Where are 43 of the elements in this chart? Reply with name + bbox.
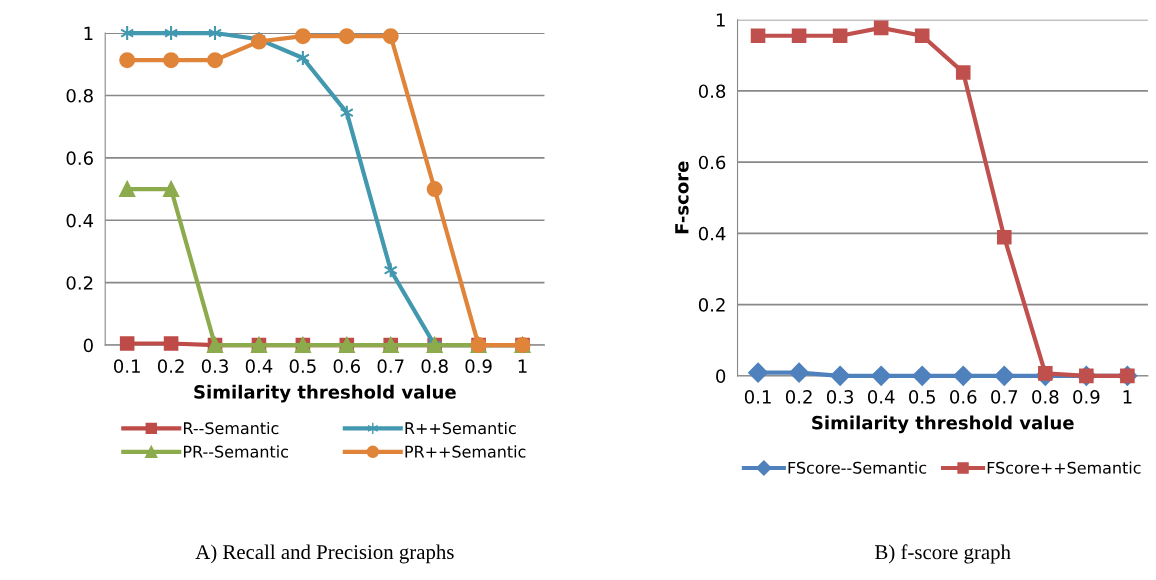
x-tick-label: 0.6 <box>950 390 977 404</box>
y-axis-title: F-score <box>675 161 689 234</box>
y-tick-label: 1 <box>84 26 93 40</box>
y-tick-label: 1 <box>716 13 725 27</box>
text: A) Recall and Precision graphs <box>195 544 454 564</box>
x-tick-label: 0.6 <box>333 359 361 373</box>
x-tick-label: 0.5 <box>289 359 316 373</box>
x-tick-label: 0.3 <box>826 390 854 404</box>
y-tick-label: 0 <box>83 338 93 353</box>
x-axis-title: Similarity threshold value <box>812 415 1074 434</box>
x-tick-label: 0.7 <box>377 359 404 373</box>
x-tick-label: 0.8 <box>421 359 448 373</box>
y-tick-label: 0.6 <box>66 151 93 165</box>
y-tick-label: 0.2 <box>698 298 725 312</box>
x-tick-label: 0.5 <box>909 390 935 404</box>
y-tick-label: 0.2 <box>66 276 93 290</box>
x-tick-label: 0.7 <box>991 390 1018 404</box>
legend-label: R--Semantic <box>183 421 279 435</box>
legend-label: FScore--Semantic <box>788 461 927 474</box>
x-tick-label: 1 <box>518 359 527 373</box>
legend-label: PR++Semantic <box>405 445 526 458</box>
text: B) f-score graph <box>875 544 1011 564</box>
legend-label: R++Semantic <box>405 421 516 435</box>
x-tick-label: 0.9 <box>1073 390 1100 404</box>
y-tick-label: 0.8 <box>698 84 726 99</box>
x-axis-title: Similarity threshold value <box>194 384 456 403</box>
x-tick-label: 0.2 <box>157 359 184 373</box>
legend-label: PR--Semantic <box>183 445 288 458</box>
x-tick-label: 0.2 <box>785 390 812 404</box>
x-tick-label: 0.4 <box>245 359 273 373</box>
x-tick-label: 0.9 <box>465 359 492 373</box>
y-tick-label: 0 <box>716 369 726 383</box>
y-tick-label: 0.8 <box>66 88 93 103</box>
x-tick-label: 1 <box>1123 390 1132 404</box>
y-tick-label: 0.4 <box>698 226 726 241</box>
x-tick-label: 0.3 <box>201 359 228 373</box>
legend-label: FScore++Semantic <box>987 461 1141 474</box>
x-tick-label: 0.1 <box>113 359 140 373</box>
x-tick-label: 0.1 <box>744 390 771 404</box>
y-tick-label: 0.6 <box>698 155 726 170</box>
x-tick-label: 0.8 <box>1032 390 1059 404</box>
y-tick-label: 0.4 <box>66 213 94 228</box>
x-tick-label: 0.4 <box>867 390 895 404</box>
